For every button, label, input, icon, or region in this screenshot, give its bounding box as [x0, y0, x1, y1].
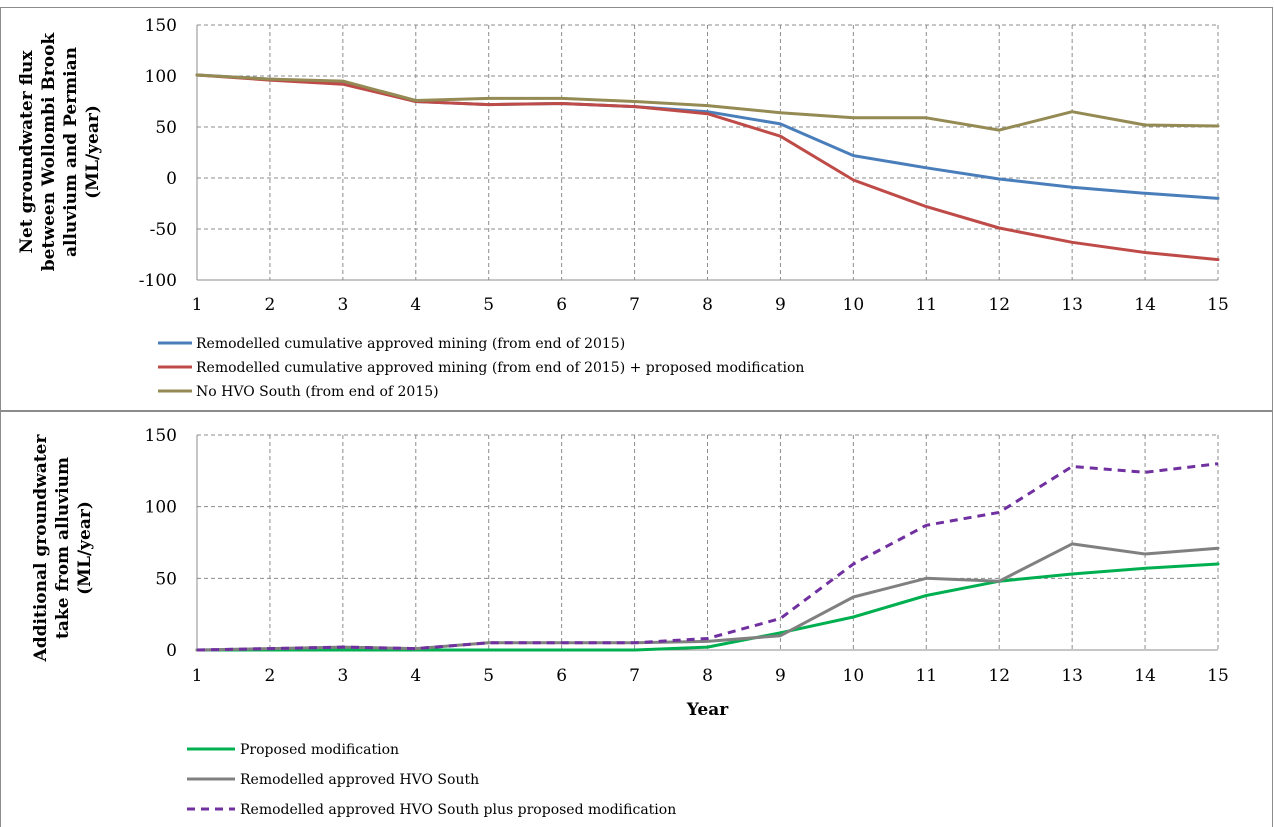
top-x-tick-label: 10: [843, 295, 865, 315]
top-y-axis-label-line: (ML/year): [83, 105, 103, 199]
top-legend-label-2: Remodelled cumulative approved mining (f…: [196, 360, 804, 376]
bottom-x-tick-label: 10: [843, 666, 865, 686]
bottom-x-tick-label: 11: [915, 666, 937, 686]
bottom-panel-frame: [0, 411, 1273, 827]
bottom-y-axis-label-line: (ML/year): [75, 501, 95, 595]
bottom-series-line-3: [196, 462, 1219, 652]
top-x-tick-label: 14: [1134, 295, 1156, 315]
top-panel-frame: [0, 7, 1273, 411]
top-x-tick-label: 15: [1207, 295, 1229, 315]
bottom-y-tick-label: 50: [155, 569, 177, 589]
bottom-legend-label-2: Remodelled approved HVO South: [240, 772, 479, 788]
bottom-x-tick-label: 14: [1134, 666, 1156, 686]
top-y-tick-label: 50: [155, 118, 177, 138]
bottom-x-tick-label: 15: [1207, 666, 1229, 686]
top-x-tick-label: 9: [775, 295, 786, 315]
bottom-x-axis-label: Year: [686, 700, 729, 720]
top-x-tick-label: 2: [265, 295, 276, 315]
bottom-x-tick-label: 7: [629, 666, 640, 686]
top-x-tick-label: 8: [702, 295, 713, 315]
top-series-line-2: [195, 73, 1220, 262]
bottom-series-line-1: [195, 562, 1220, 652]
bottom-x-tick-label: 13: [1061, 666, 1083, 686]
bottom-y-axis-label-line: take from alluvium: [53, 457, 73, 639]
top-x-tick-label: 4: [410, 295, 421, 315]
bottom-legend-label-3: Remodelled approved HVO South plus propo…: [240, 802, 676, 818]
bottom-x-tick-label: 4: [410, 666, 421, 686]
top-y-tick-label: 100: [145, 67, 177, 87]
bottom-x-tick-label: 9: [775, 666, 786, 686]
bottom-x-tick-label: 3: [337, 666, 348, 686]
bottom-x-tick-label: 5: [483, 666, 494, 686]
top-x-tick-label: 3: [337, 295, 348, 315]
bottom-legend-label-1: Proposed modification: [240, 742, 399, 758]
bottom-y-axis-label: Additional groundwater take from alluvium…: [31, 434, 95, 663]
bottom-y-tick-label: 0: [166, 641, 177, 661]
bottom-x-tick-label: 2: [265, 666, 276, 686]
top-legend-label-1: Remodelled cumulative approved mining (f…: [196, 336, 625, 352]
top-y-axis-label-line: Net groundwater flux: [17, 50, 37, 254]
bottom-x-tick-label: 1: [192, 666, 203, 686]
bottom-x-tick-label: 6: [556, 666, 567, 686]
top-x-tick-label: 12: [988, 295, 1010, 315]
bottom-y-tick-label: 150: [145, 426, 177, 446]
bottom-y-tick-label: 100: [145, 498, 177, 518]
top-x-tick-label: 13: [1061, 295, 1083, 315]
top-y-tick-label: 0: [166, 169, 177, 189]
top-y-tick-label: 150: [145, 16, 177, 36]
top-x-tick-label: 6: [556, 295, 567, 315]
bottom-x-tick-label: 12: [988, 666, 1010, 686]
top-y-axis-label-line: alluvium and Permian: [61, 47, 81, 257]
top-x-tick-label: 11: [915, 295, 937, 315]
top-x-tick-label: 1: [192, 295, 203, 315]
top-y-axis-label-line: between Wollombi Brook: [39, 32, 59, 272]
top-y-tick-label: -50: [150, 220, 177, 240]
top-y-tick-label: -100: [139, 271, 177, 291]
top-y-axis-label: Net groundwater flux between Wollombi Bro…: [17, 32, 103, 272]
top-x-tick-label: 7: [629, 295, 640, 315]
bottom-y-axis-label-line: Additional groundwater: [31, 434, 51, 663]
top-series-line-3: [195, 73, 1220, 132]
top-x-tick-label: 5: [483, 295, 494, 315]
bottom-x-tick-label: 8: [702, 666, 713, 686]
top-legend-label-3: No HVO South (from end of 2015): [196, 384, 439, 400]
